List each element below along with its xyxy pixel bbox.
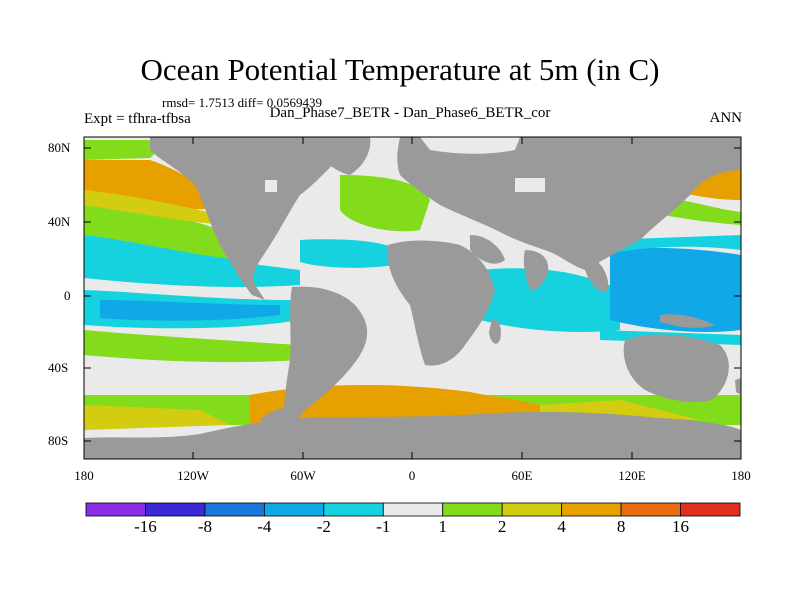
x-tick-label: 120W (177, 468, 209, 483)
colorbar-swatch (204, 502, 265, 517)
x-tick-label: 60W (290, 468, 316, 483)
expt-label: Expt = tfhra-tfbsa (84, 111, 191, 127)
colorbar-label: 8 (616, 517, 626, 536)
west-pacific-cool-core (610, 247, 741, 332)
colorbar-swatch (323, 502, 384, 517)
indian-ocean-cool (480, 268, 620, 332)
colorbar-swatch (85, 502, 146, 517)
colorbar (85, 502, 741, 517)
eurasia (397, 137, 741, 270)
colorbar-label: 2 (497, 517, 507, 536)
india (523, 250, 549, 291)
colorbar-label: -2 (316, 517, 331, 536)
atlantic-cool (300, 239, 400, 268)
case-name: Dan_Phase7_BETR - Dan_Phase6_BETR_cor (269, 105, 551, 121)
pacific-green-south (84, 330, 300, 363)
colorbar-label: -8 (197, 517, 212, 536)
arctic-ocean-patch (420, 137, 520, 154)
arctic-ice-patch-2 (515, 178, 545, 192)
madagascar (489, 319, 501, 344)
arabia (470, 235, 505, 264)
y-tick-label: 0 (64, 288, 71, 303)
north-pacific-yellow (84, 190, 225, 225)
colorbar-swatch (620, 502, 681, 517)
colorbar-swatch (501, 502, 563, 517)
arctic-ice-patch-1 (265, 180, 277, 192)
stats-text: rmsd= 1.7513 diff= 0.0569439 (162, 95, 322, 110)
y-tick-label: 80S (48, 433, 69, 448)
x-tick-label: 180 (74, 468, 94, 483)
southern-ocean-orange-east (84, 405, 230, 430)
north-atlantic-green (340, 175, 430, 232)
new-guinea (660, 314, 715, 328)
antarctica (84, 411, 741, 459)
plot-title: Ocean Potential Temperature at 5m (in C) (140, 52, 660, 87)
colorbar-swatch (561, 502, 622, 517)
colorbar-swatch (382, 502, 444, 517)
colorbar-label: -1 (376, 517, 391, 536)
x-tick-label: 120E (618, 468, 646, 483)
colorbar-swatch (442, 502, 503, 517)
new-zealand (735, 378, 741, 395)
land-masses (84, 137, 741, 459)
greenland (315, 137, 371, 175)
x-tick-label: 180 (731, 468, 751, 483)
north-america (150, 137, 350, 300)
x-tick-label: 60E (511, 468, 533, 483)
south-america (283, 286, 368, 436)
map-panel (84, 137, 741, 459)
arctic-green (84, 140, 170, 160)
colorbar-label: 4 (557, 517, 566, 536)
colorbar-label: -4 (257, 517, 272, 536)
colorbar-swatch (263, 502, 325, 517)
colorbar-label: 1 (438, 517, 447, 536)
pacific-cool-core (100, 300, 280, 321)
colorbar-swatch (145, 502, 206, 517)
colorbar-label: -16 (134, 517, 157, 536)
colorbar-label: 16 (672, 517, 690, 536)
africa (387, 240, 495, 366)
axis-ticks (84, 137, 741, 459)
australia (623, 334, 729, 402)
y-tick-label: 40S (48, 360, 69, 375)
season-label: ANN (709, 110, 743, 126)
north-pacific-orange (84, 160, 225, 210)
x-tick-label: 0 (408, 468, 416, 483)
colorbar-swatch (680, 502, 741, 517)
y-tick-label: 80N (48, 140, 71, 155)
pacific-green-north (84, 200, 240, 260)
antarctic-peninsula (260, 408, 295, 423)
southeast-asia (585, 255, 609, 292)
y-tick-label: 40N (48, 214, 71, 229)
